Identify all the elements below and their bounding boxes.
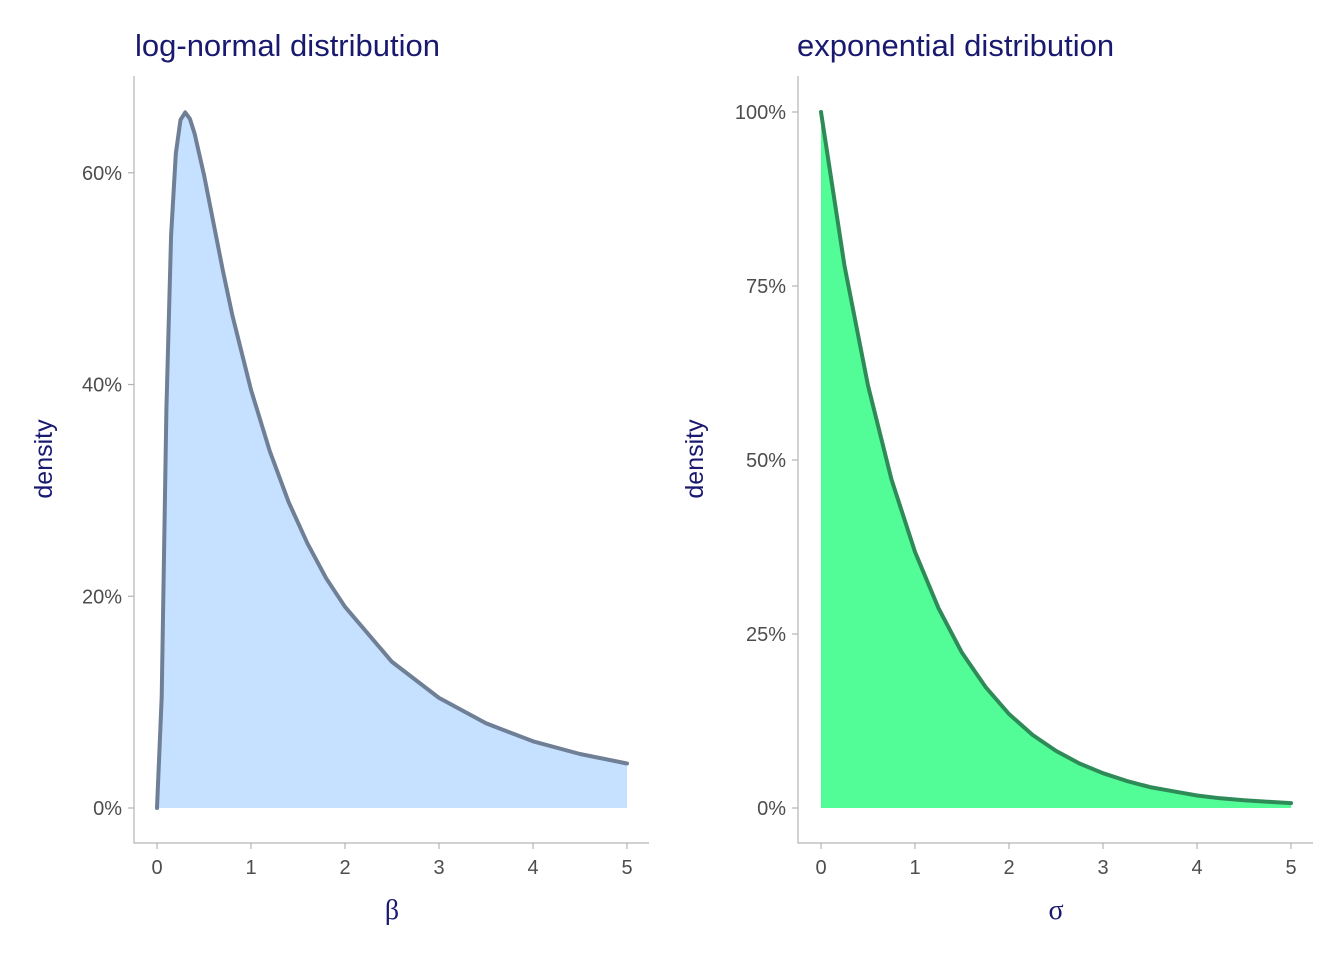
exponential-y-ticks: 0% 25% 50% 75% 100% (735, 102, 798, 820)
density-line (819, 110, 1293, 806)
lognormal-y-ticks: 0% 20% 40% 60% (82, 163, 134, 820)
lognormal-title: log-normal distribution (135, 28, 440, 63)
y-tick-label: 60% (82, 163, 122, 185)
exponential-x-ticks: 0 1 2 3 4 5 (815, 843, 1297, 879)
density-area (157, 112, 627, 808)
x-tick-label: 2 (339, 857, 350, 879)
y-tick-label: 100% (735, 102, 786, 124)
y-tick-label: 25% (746, 624, 786, 646)
y-tick-label: 20% (82, 586, 122, 608)
panel-exponential: exponential distribution 0%25%50%75%100%… (681, 28, 1313, 926)
x-tick-label: 3 (433, 857, 444, 879)
y-tick-label: 50% (746, 450, 786, 472)
lognormal-marks (155, 110, 629, 810)
x-tick-label: 5 (1285, 857, 1296, 879)
x-tick-label: 1 (909, 857, 920, 879)
exponential-axes (797, 76, 1313, 844)
density-line (155, 110, 629, 810)
exponential-title: exponential distribution (797, 28, 1114, 63)
lognormal-x-axis-label: β (385, 895, 399, 926)
exponential-y-axis-label: density (681, 419, 709, 499)
density-area (821, 112, 1291, 808)
exponential-x-axis-label: σ (1048, 895, 1063, 926)
lognormal-axes (133, 76, 649, 844)
x-tick-label: 5 (621, 857, 632, 879)
x-tick-label: 1 (245, 857, 256, 879)
exponential-marks (819, 110, 1293, 808)
x-tick-label: 0 (815, 857, 826, 879)
x-tick-label: 2 (1003, 857, 1014, 879)
x-tick-label: 4 (1191, 857, 1202, 879)
lognormal-y-axis-label: density (30, 419, 58, 499)
y-tick-label: 75% (746, 276, 786, 298)
x-tick-label: 3 (1097, 857, 1108, 879)
x-tick-label: 4 (527, 857, 538, 879)
y-tick-label: 0% (93, 798, 122, 820)
y-tick-label: 40% (82, 375, 122, 397)
panel-lognormal: log-normal distribution 0% 20% 40% 60% 0 1 2 3… (30, 28, 649, 926)
lognormal-x-ticks: 0 1 2 3 4 5 (151, 843, 633, 879)
y-tick-label: 0% (757, 798, 786, 820)
x-tick-label: 0 (151, 857, 162, 879)
